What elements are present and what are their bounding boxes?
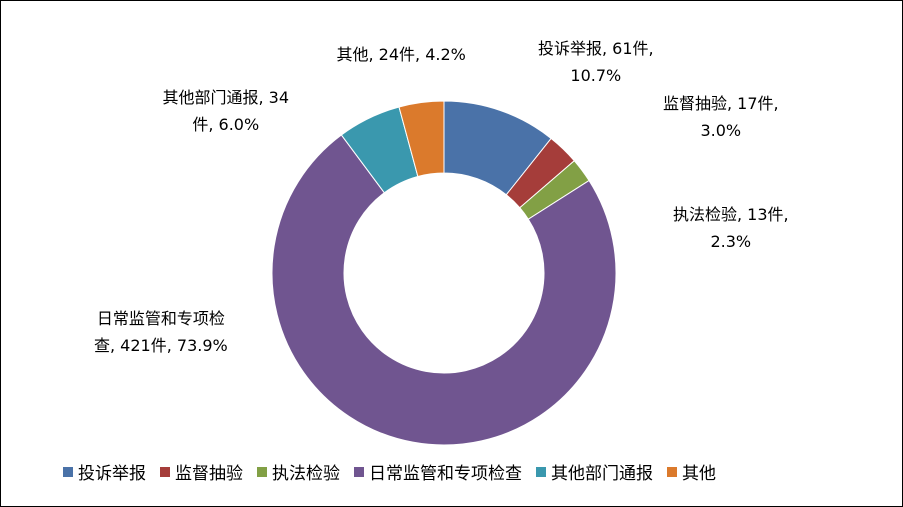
data-label-line: 日常监管和专项检 xyxy=(96,309,225,328)
legend-swatch xyxy=(63,466,73,477)
legend-item: 日常监管和专项检查 xyxy=(354,459,522,484)
data-label-line: 其他部门通报, 34 xyxy=(162,88,290,107)
data-label: 执法检验, 13件, 2.3% xyxy=(673,201,789,255)
legend-swatch xyxy=(257,466,267,477)
legend: 投诉举报 监督抽验 执法检验 日常监管和专项检查 其他部门通报 其他 xyxy=(63,459,716,484)
data-label-line: 2.3% xyxy=(710,232,752,251)
legend-swatch xyxy=(536,466,546,477)
data-label: 其他部门通报, 34 件, 6.0% xyxy=(163,84,290,138)
legend-label: 日常监管和专项检查 xyxy=(369,464,522,484)
data-label-line: 件, 6.0% xyxy=(192,115,260,134)
legend-item: 投诉举报 xyxy=(63,459,146,484)
legend-swatch xyxy=(354,466,364,477)
legend-swatch xyxy=(667,466,677,477)
legend-item: 监督抽验 xyxy=(160,459,243,484)
data-label-line: 查, 421件, 73.9% xyxy=(94,336,228,355)
data-label-line: 执法检验, 13件, xyxy=(673,205,789,224)
data-label-line: 10.7% xyxy=(570,66,622,85)
data-label-line: 其他, 24件, 4.2% xyxy=(336,45,466,64)
data-label-line: 投诉举报, 61件, xyxy=(538,39,654,58)
data-label: 监督抽验, 17件, 3.0% xyxy=(663,90,779,144)
data-label: 其他, 24件, 4.2% xyxy=(337,41,466,68)
legend-label: 其他部门通报 xyxy=(551,464,653,484)
slice-5 xyxy=(398,100,445,178)
slice-3 xyxy=(271,134,617,446)
legend-item: 执法检验 xyxy=(257,459,340,484)
data-label-line: 3.0% xyxy=(700,121,742,140)
legend-label: 其他 xyxy=(682,464,716,484)
legend-label: 执法检验 xyxy=(272,464,340,484)
legend-item: 其他 xyxy=(667,459,716,484)
data-label: 投诉举报, 61件, 10.7% xyxy=(538,35,654,89)
legend-item: 其他部门通报 xyxy=(536,459,653,484)
legend-swatch xyxy=(160,466,170,477)
data-label-line: 监督抽验, 17件, xyxy=(663,94,779,113)
legend-label: 投诉举报 xyxy=(78,464,146,484)
legend-label: 监督抽验 xyxy=(175,464,243,484)
data-label: 日常监管和专项检 查, 421件, 73.9% xyxy=(94,305,228,359)
